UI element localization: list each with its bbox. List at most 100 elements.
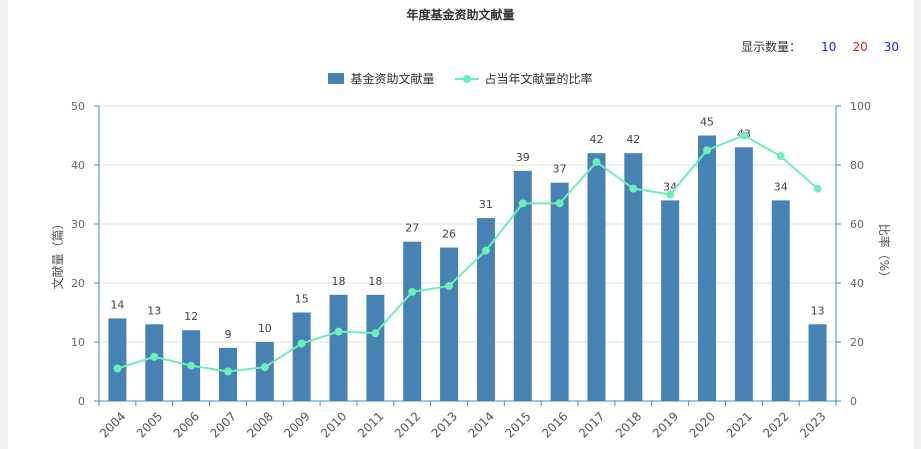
bar-data-label: 9: [224, 328, 231, 341]
bar[interactable]: [108, 318, 127, 401]
bar[interactable]: [440, 247, 459, 401]
bar-data-label: 13: [147, 304, 161, 317]
ratio-point[interactable]: [223, 367, 232, 376]
bar[interactable]: [624, 153, 643, 401]
bar-data-label: 18: [332, 275, 346, 288]
bar[interactable]: [403, 241, 422, 401]
bar-data-label: 15: [295, 293, 309, 306]
bar[interactable]: [587, 153, 606, 401]
bar[interactable]: [329, 294, 348, 401]
bar-data-label: 42: [589, 133, 603, 146]
x-axis-tick-label: 2008: [244, 409, 275, 440]
x-axis-tick-label: 2004: [97, 409, 128, 440]
bar[interactable]: [513, 170, 532, 401]
x-axis-tick-label: 2011: [355, 409, 386, 440]
bar[interactable]: [292, 312, 311, 402]
display-count-option-10[interactable]: 10: [821, 39, 837, 54]
ratio-series-line: [117, 134, 819, 373]
x-axis-tick-label: 2019: [650, 409, 681, 440]
legend-line-label: 占当年文献量的比率: [484, 72, 593, 86]
bar[interactable]: [661, 200, 680, 401]
ratio-point[interactable]: [592, 158, 601, 167]
ratio-point[interactable]: [187, 361, 196, 370]
x-axis-tick-label: 2012: [392, 409, 423, 440]
x-axis-tick-label: 2014: [465, 409, 496, 440]
bar-data-label: 12: [184, 310, 198, 323]
bar-data-label: 42: [626, 133, 640, 146]
ratio-point[interactable]: [408, 287, 417, 296]
ratio-point[interactable]: [297, 339, 306, 348]
x-axis-tick-label: 2005: [134, 409, 165, 440]
y2-axis-tick-label: 100: [850, 100, 871, 113]
y-axis-tick-label: 10: [71, 336, 85, 349]
ratio-point[interactable]: [150, 352, 159, 361]
legend-bar-label: 基金资助文献量: [350, 72, 435, 86]
x-axis-tick-label: 2023: [797, 409, 828, 440]
y-axis-tick-label: 40: [71, 159, 85, 172]
y2-axis-tick-label: 0: [850, 395, 857, 408]
y-axis-tick-label: 50: [71, 100, 85, 113]
y2-axis-tick-label: 60: [850, 218, 864, 231]
bar[interactable]: [550, 182, 569, 401]
x-axis-tick-label: 2013: [429, 409, 460, 440]
bar[interactable]: [476, 218, 495, 401]
display-count-option-30[interactable]: 30: [883, 39, 899, 54]
ratio-point[interactable]: [445, 281, 454, 290]
y2-axis-tick-label: 80: [850, 159, 864, 172]
ratio-point[interactable]: [334, 327, 343, 336]
x-axis-tick-label: 2022: [760, 409, 791, 440]
x-axis-tick-label: 2006: [171, 409, 202, 440]
legend-bar-swatch: [328, 73, 345, 84]
legend-line-swatch: [454, 73, 479, 85]
bar-data-label: 39: [516, 151, 530, 164]
chart-legend: 基金资助文献量 占当年文献量的比率: [0, 70, 921, 87]
display-count-option-20[interactable]: 20: [852, 39, 868, 54]
y-axis-tick-label: 0: [78, 395, 85, 408]
ratio-point[interactable]: [113, 364, 122, 373]
ratio-point[interactable]: [629, 184, 638, 193]
y2-axis-title: 比率（%）: [877, 224, 892, 283]
x-axis-tick-label: 2009: [281, 409, 312, 440]
bar-data-label: 18: [368, 275, 382, 288]
y-axis-tick-label: 20: [71, 277, 85, 290]
display-count-label: 显示数量：: [741, 40, 802, 54]
ratio-point[interactable]: [776, 152, 785, 161]
ratio-point[interactable]: [739, 131, 748, 140]
x-axis-tick-label: 2017: [576, 409, 607, 440]
bar-data-label: 14: [110, 298, 124, 311]
bar[interactable]: [771, 200, 790, 401]
bar-data-label: 45: [700, 116, 714, 129]
bar[interactable]: [734, 147, 753, 401]
chart-title: 年度基金资助文献量: [406, 8, 515, 22]
bar[interactable]: [698, 135, 717, 402]
ratio-point[interactable]: [260, 363, 269, 372]
ratio-point[interactable]: [481, 246, 490, 255]
bar[interactable]: [145, 324, 164, 401]
y-axis-title: 文献量（篇）: [50, 217, 65, 289]
bar-data-label: 27: [405, 222, 419, 235]
y2-axis-tick-label: 20: [850, 336, 864, 349]
ratio-point[interactable]: [555, 199, 564, 208]
x-axis-tick-label: 2020: [687, 409, 718, 440]
ratio-point[interactable]: [813, 184, 822, 193]
bar[interactable]: [255, 342, 274, 401]
legend-item-bar-series[interactable]: 基金资助文献量: [328, 70, 435, 87]
x-axis-tick-label: 2007: [208, 409, 239, 440]
bar-data-label: 34: [774, 180, 788, 193]
bar-data-label: 31: [479, 198, 493, 211]
right-frame-border: [914, 0, 921, 449]
bar[interactable]: [366, 294, 385, 401]
x-axis-tick-label: 2018: [613, 409, 644, 440]
ratio-point[interactable]: [371, 329, 380, 338]
ratio-point[interactable]: [666, 190, 675, 199]
ratio-point[interactable]: [518, 199, 527, 208]
bar-data-label: 13: [811, 304, 825, 317]
bar-data-label: 37: [553, 163, 567, 176]
legend-item-line-series[interactable]: 占当年文献量的比率: [454, 70, 593, 87]
ratio-point[interactable]: [703, 146, 712, 155]
y2-axis-tick-label: 40: [850, 277, 864, 290]
x-axis-tick-label: 2010: [318, 409, 349, 440]
bar[interactable]: [808, 324, 827, 401]
left-frame-border: [0, 0, 8, 449]
